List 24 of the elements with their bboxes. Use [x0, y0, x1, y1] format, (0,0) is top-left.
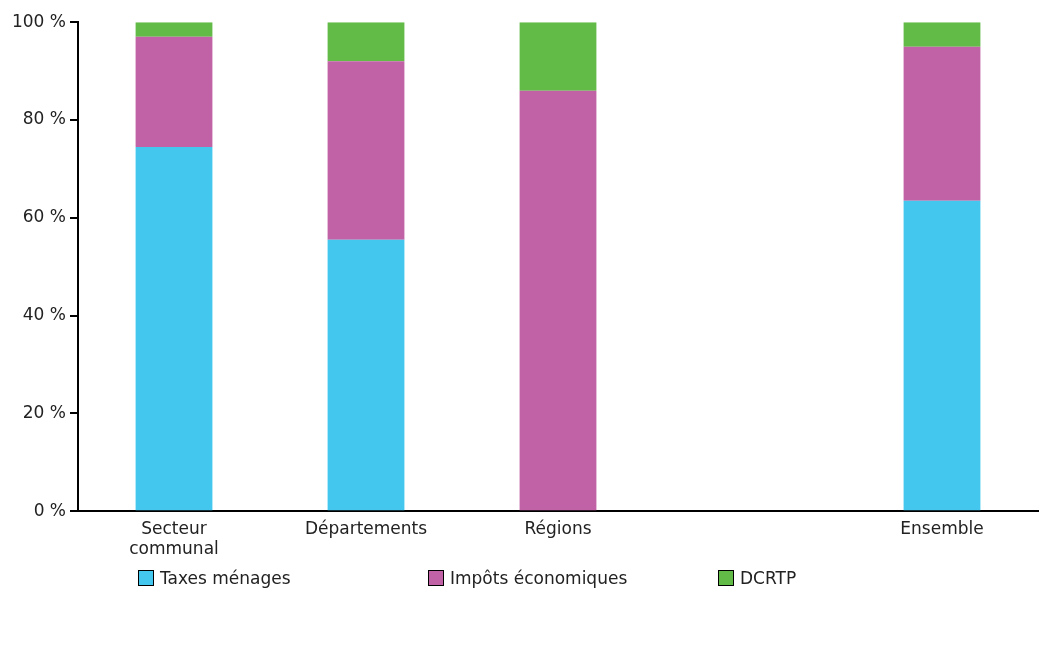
x-tick-label: Secteur communal [129, 517, 219, 559]
bar [519, 22, 597, 91]
bar [903, 200, 981, 511]
bar [903, 46, 981, 201]
legend-label: DCRTP [740, 568, 797, 588]
bar [135, 36, 213, 147]
y-tick-label: 40 % [22, 304, 66, 325]
y-tick-label: 100 % [11, 10, 66, 31]
bar [135, 146, 213, 511]
legend-label: Impôts économiques [450, 568, 628, 588]
bar [519, 90, 597, 511]
y-tick-label: 0 % [33, 499, 66, 520]
y-tick-label: 20 % [22, 401, 66, 422]
y-tick-label: 80 % [22, 108, 66, 129]
legend-label: Taxes ménages [160, 568, 291, 588]
bar [135, 22, 213, 37]
bar [327, 239, 405, 511]
x-tick-label: Départements [304, 517, 428, 538]
x-tick-label: Régions [524, 517, 592, 538]
y-tick-label: 60 % [22, 206, 66, 227]
x-tick-label: Ensemble [900, 517, 984, 538]
bar [327, 22, 405, 62]
bar [903, 22, 981, 47]
bar [327, 61, 405, 240]
